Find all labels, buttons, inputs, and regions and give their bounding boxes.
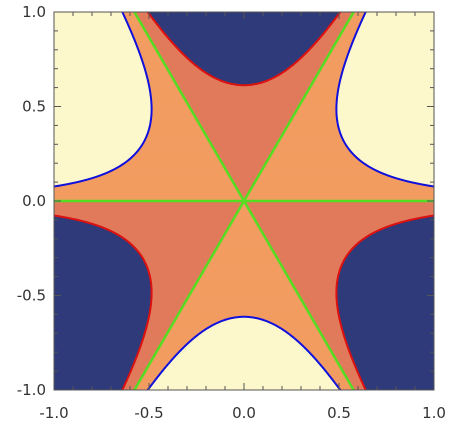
contour-plot: -1.0 -0.5 0.0 0.5 1.0 -1.0-0.50.00.51.0 [0,0,452,431]
